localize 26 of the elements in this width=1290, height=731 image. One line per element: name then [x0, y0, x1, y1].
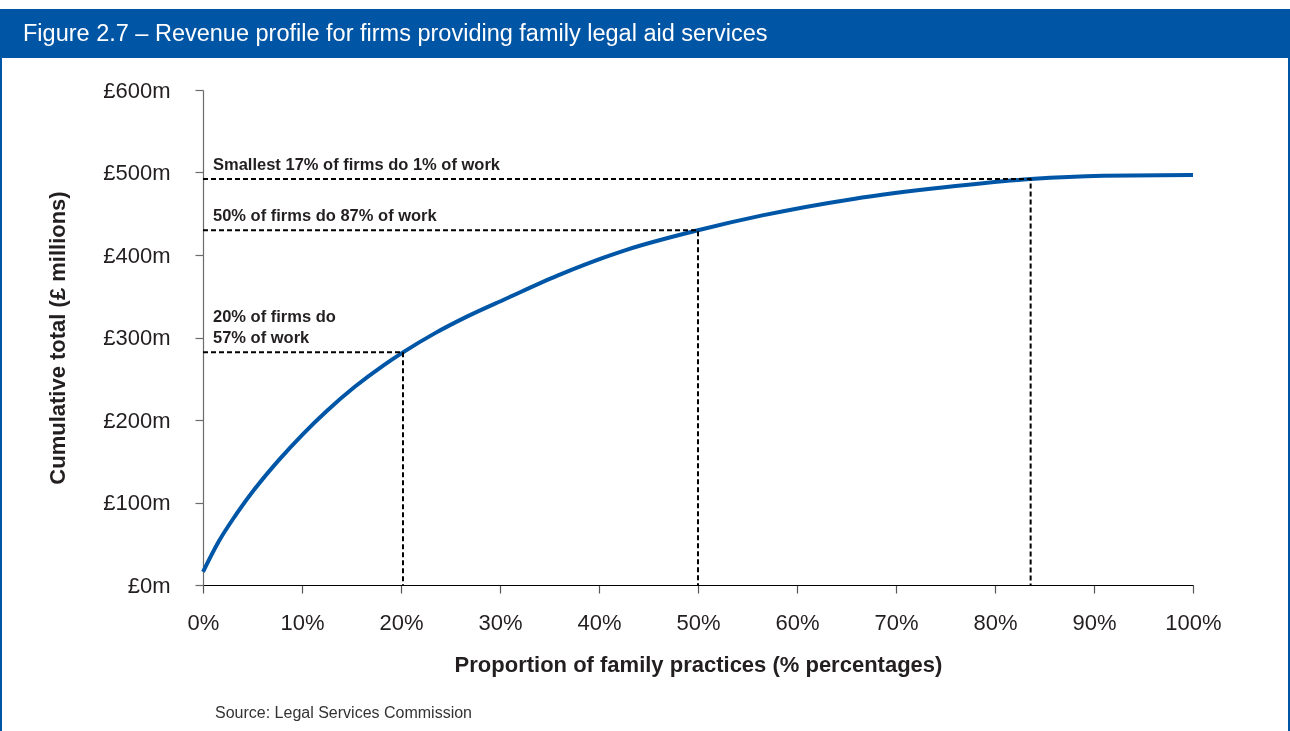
annotation: 50% of firms do 87% of work — [213, 206, 438, 225]
x-tick-label: 20% — [379, 609, 424, 635]
y-axis-title: Cumulative total (£ millions) — [45, 191, 71, 485]
y-tick-label: £300m — [103, 325, 171, 350]
y-tick-label: £100m — [103, 490, 171, 515]
x-tick-label: 30% — [478, 609, 523, 635]
annotation: Smallest 17% of firms do 1% of work — [213, 155, 501, 174]
line-series — [201, 172, 1195, 574]
y-tick-label: £0m — [127, 572, 171, 598]
x-tick-label: 0% — [187, 609, 220, 635]
x-tick-label: 90% — [1072, 609, 1117, 635]
x-tick-label: 60% — [775, 609, 820, 635]
y-tick-label: £200m — [103, 407, 171, 433]
x-axis-title: Proportion of family practices (% percentages) — [454, 651, 943, 677]
x-tick-label: 10% — [280, 609, 325, 635]
x-tick-label: 70% — [874, 609, 919, 635]
x-tick-label: 80% — [973, 609, 1018, 635]
x-tick-label: 40% — [577, 609, 622, 635]
x-tick-label: 100% — [1165, 609, 1222, 635]
x-tick-label: 50% — [676, 609, 721, 635]
annotation: 20% of firms do 57% of work — [213, 307, 336, 347]
y-tick-label: £500m — [103, 160, 171, 185]
source-note: Source: Legal Services Commission — [215, 704, 472, 721]
y-tick-label: £600m — [103, 77, 171, 103]
chart-title: Figure 2.7 – Revenue profile for firms providing family legal aid services — [23, 20, 768, 46]
y-tick-label: £400m — [103, 242, 171, 268]
